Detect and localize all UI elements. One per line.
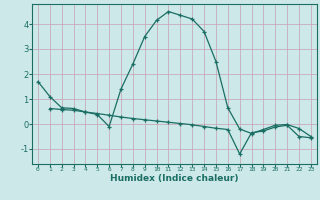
X-axis label: Humidex (Indice chaleur): Humidex (Indice chaleur): [110, 174, 239, 183]
